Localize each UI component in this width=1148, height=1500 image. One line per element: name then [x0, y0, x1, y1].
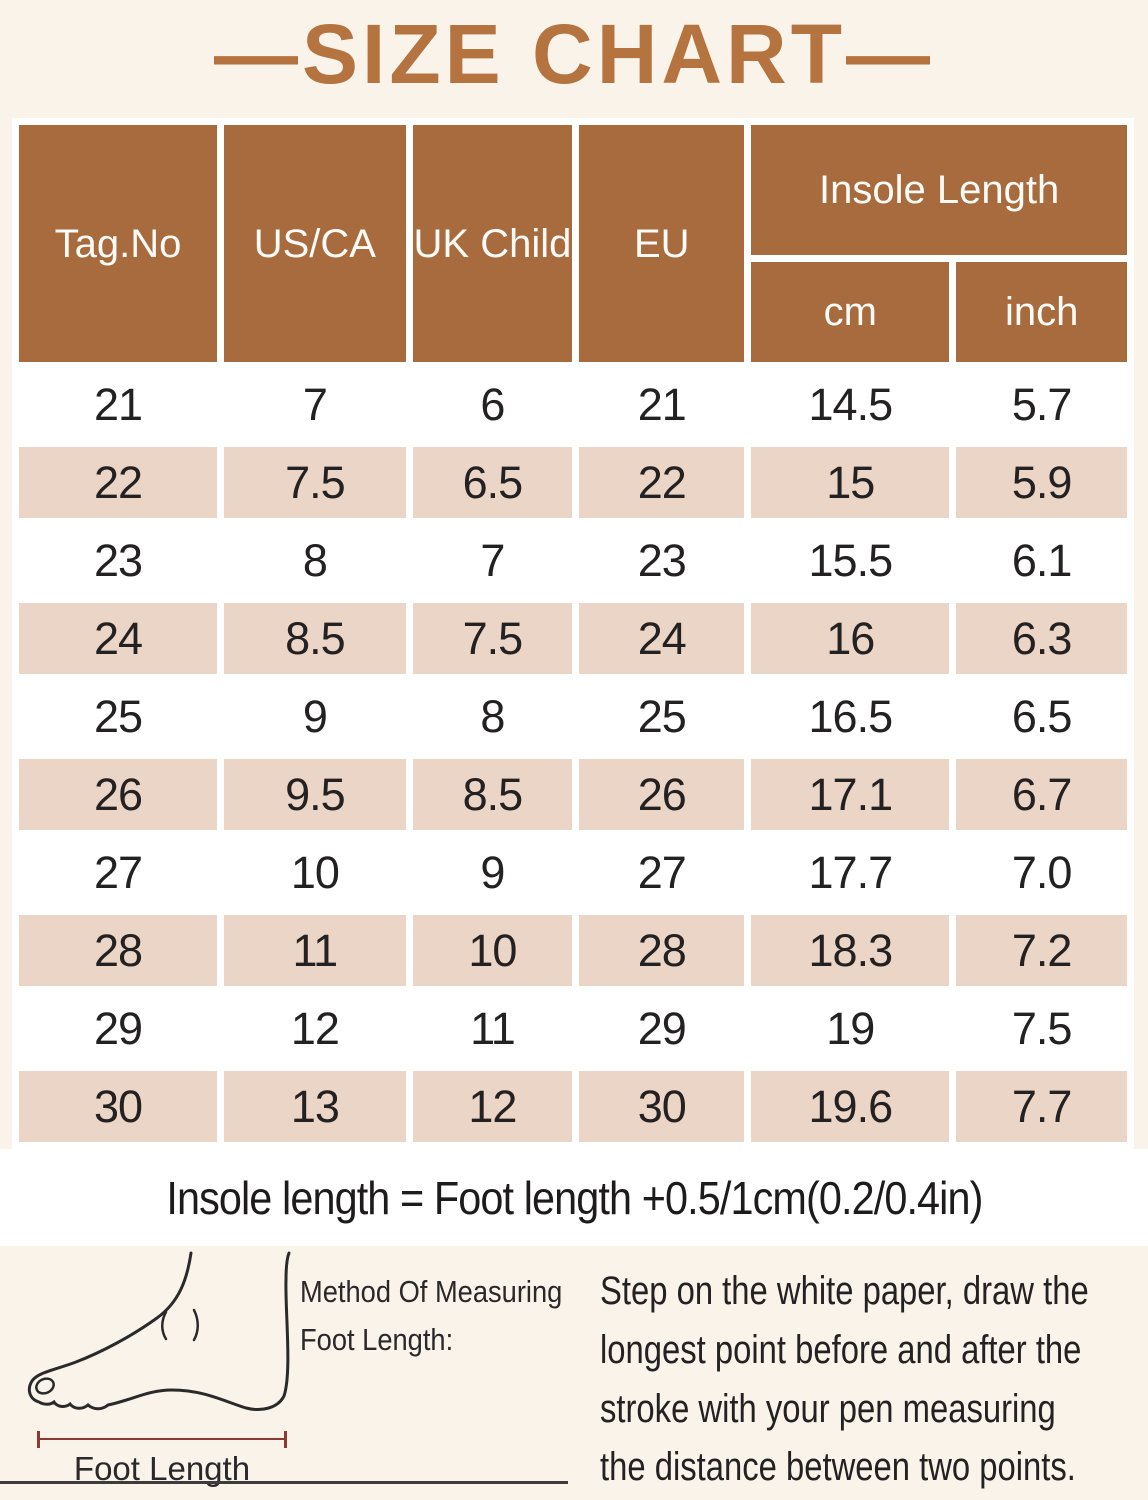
table-row: 29 12 11 29 19 7.5 [19, 993, 1127, 1064]
cell-cm: 18.3 [751, 915, 950, 986]
table-row: 28 11 10 28 18.3 7.2 [19, 915, 1127, 986]
cell-uk: 8.5 [412, 759, 573, 830]
cell-tag: 21 [94, 378, 143, 430]
cell-tag: 23 [94, 534, 143, 586]
cell-cm: 16.5 [808, 690, 894, 742]
cell-cm: 16 [751, 603, 950, 674]
cell-tag: 22 [19, 447, 218, 518]
cell-inch: 7.7 [956, 1071, 1127, 1142]
cell-us: 7.5 [224, 447, 406, 518]
col-header-tag-no: Tag.No [19, 125, 218, 362]
foot-length-measure-line [37, 1431, 287, 1448]
cell-inch: 5.7 [1011, 378, 1073, 430]
cell-cm: 19 [826, 1002, 875, 1054]
col-header-cm: cm [751, 262, 950, 362]
table-row: 25 9 8 25 16.5 6.5 [19, 681, 1127, 752]
cell-eu: 21 [637, 378, 687, 430]
cell-tag: 28 [19, 915, 218, 986]
cell-eu: 29 [637, 1002, 687, 1054]
instructions-line: stroke with your pen measuring [600, 1386, 1056, 1431]
size-table-container: Tag.No US/CA UK Child EU Insole Length c… [12, 118, 1134, 1149]
method-label-line2: Foot Length: [300, 1322, 454, 1358]
col-header-uk-child: UK Child [412, 125, 573, 362]
cell-us: 9.5 [224, 759, 406, 830]
cell-us: 8.5 [224, 603, 406, 674]
col-header-insole-length: Insole Length [751, 125, 1127, 255]
cell-inch: 6.5 [1011, 690, 1073, 742]
cell-cm: 17.1 [751, 759, 950, 830]
cell-tag: 26 [19, 759, 218, 830]
instructions-line: Step on the white paper, draw the [600, 1269, 1089, 1313]
cell-tag: 24 [19, 603, 218, 674]
cell-us: 7 [302, 378, 328, 430]
foot-illustration [27, 1251, 291, 1411]
cell-uk: 10 [412, 915, 573, 986]
cell-cm: 15.5 [808, 534, 894, 586]
cell-tag: 27 [94, 846, 143, 898]
cell-uk: 8 [480, 690, 505, 742]
col-header-inch: inch [956, 262, 1127, 362]
table-row: 21 7 6 21 14.5 5.7 [19, 369, 1127, 440]
cell-eu: 22 [579, 447, 745, 518]
col-header-us-ca: US/CA [224, 125, 406, 362]
formula-band: Insole length = Foot length +0.5/1cm(0.2… [0, 1149, 1148, 1246]
table-row: 22 7.5 6.5 22 15 5.9 [19, 447, 1127, 518]
page-title: —SIZE CHART— [214, 7, 934, 101]
cell-eu: 25 [637, 690, 687, 742]
cell-inch: 7.0 [1011, 846, 1073, 898]
cell-us: 8 [302, 534, 328, 586]
cell-inch: 6.1 [1011, 534, 1073, 586]
cell-eu: 26 [579, 759, 745, 830]
instructions-line: the distance between two points. [600, 1445, 1076, 1490]
measuring-section: Foot Length Method Of Measuring Foot Len… [0, 1250, 1148, 1500]
cell-uk: 7.5 [412, 603, 573, 674]
cell-tag: 29 [94, 1002, 143, 1054]
method-label-line1: Method Of Measuring [300, 1274, 563, 1309]
cell-eu: 27 [637, 846, 687, 898]
cell-inch: 5.9 [956, 447, 1127, 518]
insole-formula-note: Insole length = Foot length +0.5/1cm(0.2… [165, 1171, 983, 1224]
cell-inch: 7.2 [956, 915, 1127, 986]
cell-eu: 28 [579, 915, 745, 986]
cell-uk: 9 [480, 846, 505, 898]
cell-us: 11 [224, 915, 406, 986]
cell-us: 13 [224, 1071, 406, 1142]
cell-cm: 14.5 [808, 378, 894, 430]
cell-tag: 30 [19, 1071, 218, 1142]
cell-uk: 12 [412, 1071, 573, 1142]
instructions-text: Step on the white paper, draw the longes… [600, 1262, 1141, 1497]
cell-us: 9 [302, 690, 328, 742]
cell-uk: 6 [480, 378, 505, 430]
cell-us: 12 [290, 1002, 340, 1054]
header-row-sub: cm inch [19, 262, 1127, 362]
cell-uk: 11 [470, 1002, 516, 1054]
cell-cm: 17.7 [808, 846, 894, 898]
cell-eu: 30 [579, 1071, 745, 1142]
cell-cm: 19.6 [751, 1071, 950, 1142]
foot-length-label: Foot Length [73, 1450, 251, 1487]
cell-inch: 6.7 [956, 759, 1127, 830]
instructions-line: longest point before and after the [600, 1327, 1082, 1372]
cell-uk: 7 [480, 534, 505, 586]
table-row: 23 8 7 23 15.5 6.1 [19, 525, 1127, 596]
cell-eu: 23 [637, 534, 687, 586]
table-row: 24 8.5 7.5 24 16 6.3 [19, 603, 1127, 674]
cell-tag: 25 [94, 690, 143, 742]
cell-inch: 7.5 [1011, 1002, 1073, 1054]
cell-us: 10 [290, 846, 340, 898]
cell-uk: 6.5 [412, 447, 573, 518]
table-row: 27 10 9 27 17.7 7.0 [19, 837, 1127, 908]
table-row: 26 9.5 8.5 26 17.1 6.7 [19, 759, 1127, 830]
col-header-eu: EU [579, 125, 745, 362]
header-row-top: Tag.No US/CA UK Child EU Insole Length [19, 125, 1127, 362]
cell-inch: 6.3 [956, 603, 1127, 674]
divider-line [0, 1481, 568, 1484]
table-row: 30 13 12 30 19.6 7.7 [19, 1071, 1127, 1142]
size-table: Tag.No US/CA UK Child EU Insole Length c… [12, 118, 1134, 1149]
cell-cm: 15 [751, 447, 950, 518]
cell-eu: 24 [579, 603, 745, 674]
method-label: Method Of Measuring Foot Length: [300, 1268, 564, 1364]
